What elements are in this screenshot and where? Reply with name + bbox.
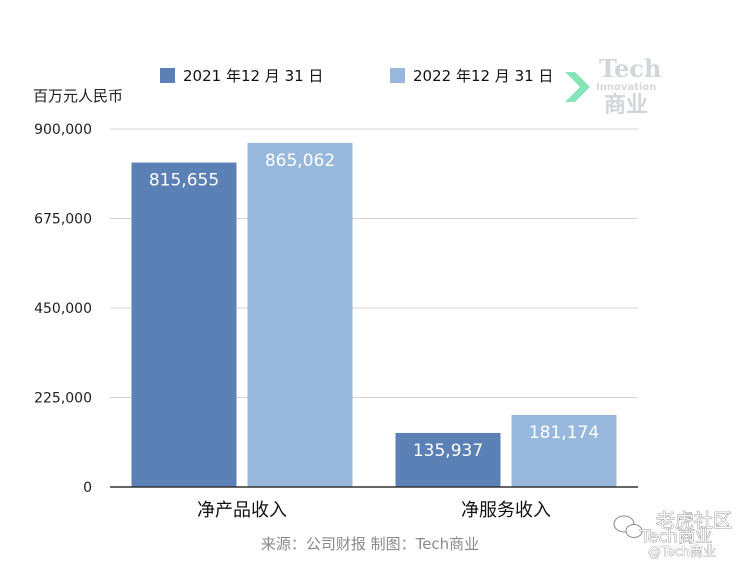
bar-value-label: 865,062 (265, 151, 335, 171)
category-label: 净产品收入 (197, 500, 287, 521)
overlay-account: Tech商业 (639, 527, 712, 547)
y-axis-tick-labels: 0 225,000 450,000 675,000 900,000 (34, 122, 92, 496)
y-tick-label: 225,000 (34, 391, 92, 407)
y-tick-label: 675,000 (34, 212, 92, 228)
y-axis-unit-label: 百万元人民币 (33, 87, 123, 105)
bar-2021-product (131, 162, 237, 487)
source-note: 来源：公司财报 制图：Tech商业 (261, 535, 479, 553)
bar-value-label: 815,655 (149, 171, 219, 191)
watermark-tech: Tech (599, 54, 661, 83)
bar-value-label: 135,937 (413, 441, 483, 461)
y-tick-label: 0 (83, 480, 92, 496)
bars (131, 142, 617, 487)
legend-swatch-2021 (160, 68, 175, 83)
bar-2022-product (247, 142, 353, 487)
bar-2022-service (511, 414, 617, 487)
legend-label-2021: 2021 年12 月 31 日 (183, 67, 323, 85)
tech-innovation-watermark: Tech Innovation 商业 (565, 54, 661, 118)
wechat-icon (613, 515, 643, 538)
legend-swatch-2022 (390, 68, 405, 83)
bar-2021-service (395, 432, 501, 487)
chevron-arrow-icon (565, 72, 590, 102)
watermark-innovation: Innovation (596, 82, 656, 93)
watermark-cn: 商业 (604, 92, 648, 118)
y-tick-label: 900,000 (34, 122, 92, 138)
overlay-handle: @Tech商业 (648, 545, 716, 560)
bar-value-labels: 815,655 865,062 135,937 181,174 (149, 151, 599, 461)
wechat-overlay-watermark: 老虎社区 Tech商业 @Tech商业 (613, 510, 732, 560)
legend-label-2022: 2022 年12 月 31 日 (413, 67, 553, 85)
category-labels: 净产品收入 净服务收入 (197, 500, 551, 521)
bar-value-label: 181,174 (529, 423, 599, 443)
overlay-community: 老虎社区 (656, 510, 732, 532)
y-tick-label: 450,000 (34, 301, 92, 317)
legend: 2021 年12 月 31 日 2022 年12 月 31 日 (160, 67, 553, 85)
category-label: 净服务收入 (461, 500, 551, 521)
